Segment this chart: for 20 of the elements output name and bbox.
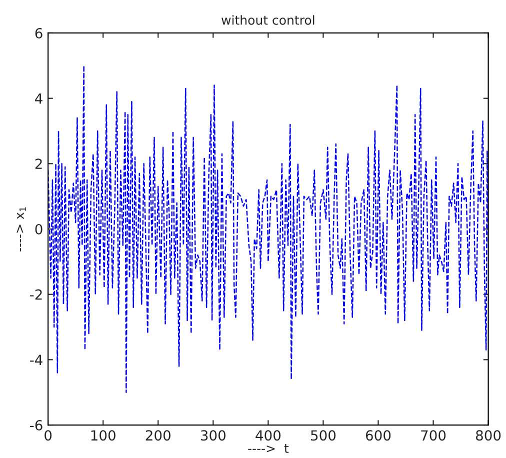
x-tick-label: 800 bbox=[476, 430, 501, 441]
x-tick-label: 100 bbox=[91, 430, 116, 441]
y-axis-title: ----> x$_{1}$ bbox=[16, 207, 26, 252]
x-tick-label: 600 bbox=[366, 430, 391, 441]
y-tick-label: -6 bbox=[30, 420, 42, 430]
y-tick-label: 0 bbox=[35, 224, 42, 234]
y-tick-label: 6 bbox=[35, 28, 42, 38]
x-tick-label: 700 bbox=[421, 430, 446, 441]
chart-title: without control bbox=[222, 15, 314, 25]
x-tick-label: 500 bbox=[311, 430, 336, 441]
x-tick-label: 400 bbox=[256, 430, 281, 441]
x-axis-title: ----> t bbox=[248, 444, 289, 453]
y-tick-label: -4 bbox=[30, 354, 42, 365]
line-series bbox=[48, 65, 488, 393]
y-tick-label: -2 bbox=[30, 289, 42, 300]
y-tick-label: 4 bbox=[35, 93, 42, 104]
x-tick-label: 300 bbox=[200, 430, 226, 441]
y-tick-label: 2 bbox=[35, 158, 42, 169]
x-tick-label: 200 bbox=[146, 430, 170, 441]
x-tick-label: 0 bbox=[44, 430, 52, 441]
